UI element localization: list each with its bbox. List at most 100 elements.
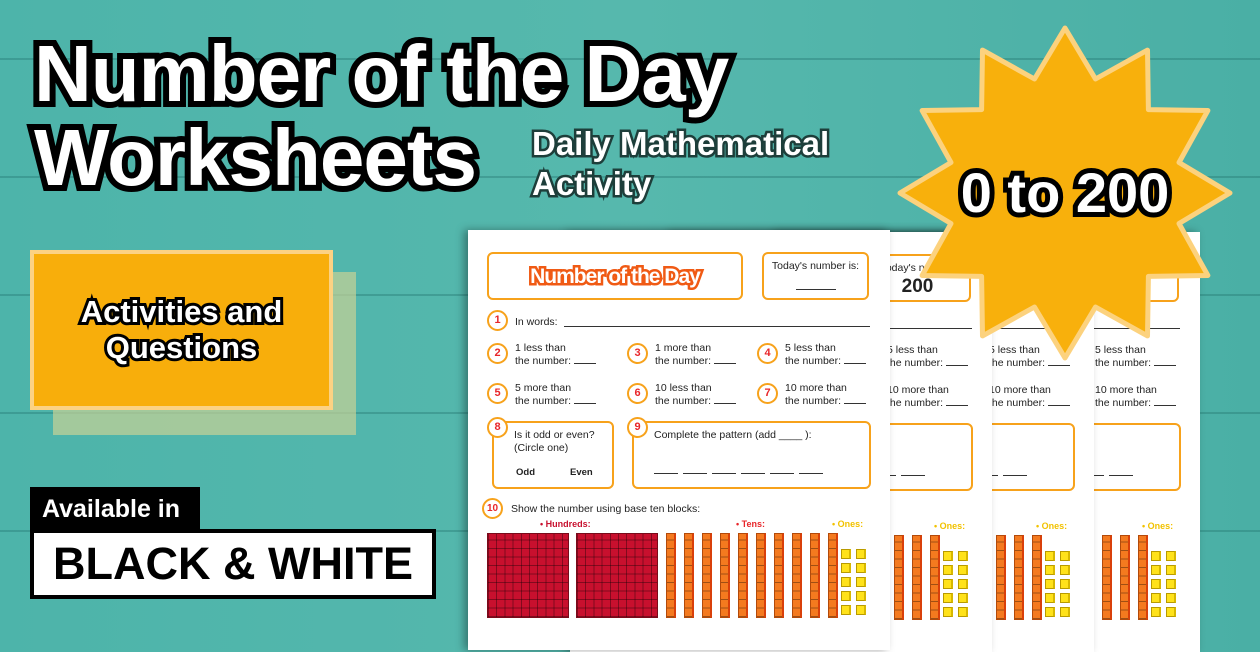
banner-subtitle: Daily Mathematical Activity	[530, 123, 832, 205]
tens-rod	[774, 533, 784, 618]
ones-cube	[856, 549, 866, 559]
tens-rod	[1102, 535, 1112, 620]
q7-line1: 10 more than	[887, 384, 949, 396]
q2-line1: 1 less than	[515, 342, 566, 354]
q6-line1: 10 less than	[655, 382, 712, 394]
ones-label: • Ones:	[1142, 521, 1174, 531]
todays-number-value: 200	[901, 276, 934, 297]
q4-line1: 5 less than	[887, 344, 938, 356]
q8-line2: (Circle one)	[514, 442, 569, 454]
ones-cube	[958, 565, 968, 575]
q8-box: Is it odd or even? (Circle one) Odd Even	[492, 421, 614, 489]
ones-cube	[856, 563, 866, 573]
q7-line2: the number:	[1095, 397, 1176, 410]
q9-box: Complete the pattern (add ____ ):	[632, 421, 871, 489]
question-number-5: 5	[487, 383, 508, 404]
ones-cube	[1166, 551, 1176, 561]
tens-rod	[684, 533, 694, 618]
q6-line2: the number:	[655, 395, 736, 408]
q4-line2: the number:	[785, 355, 866, 368]
ones-cube	[958, 607, 968, 617]
ones-cube	[1045, 565, 1055, 575]
tens-rod	[912, 535, 922, 620]
hundreds-block	[576, 533, 658, 618]
pattern-answer-lines[interactable]	[654, 473, 826, 474]
star-shape	[897, 25, 1233, 361]
ones-cube	[1045, 593, 1055, 603]
tens-rod	[1138, 535, 1148, 620]
q3-line1: 1 more than	[655, 342, 712, 354]
ones-cube	[1060, 551, 1070, 561]
tens-rod	[828, 533, 838, 618]
ones-cube	[1060, 607, 1070, 617]
odd-option[interactable]: Odd	[516, 467, 535, 478]
tens-rod	[1120, 535, 1130, 620]
ones-cube	[958, 593, 968, 603]
tens-rod	[738, 533, 748, 618]
q7-line2: the number:	[887, 397, 968, 410]
ones-cube	[856, 605, 866, 615]
activities-label: Activities and Questions	[78, 291, 286, 368]
question-number-7: 7	[757, 383, 778, 404]
question-number-6: 6	[627, 383, 648, 404]
ones-label: • Ones:	[1036, 521, 1068, 531]
ones-cube	[1151, 565, 1161, 575]
ones-cube	[1151, 607, 1161, 617]
hundreds-label: • Hundreds:	[540, 519, 591, 529]
q10-text: Show the number using base ten blocks:	[511, 503, 701, 515]
q4-line1: 5 less than	[989, 344, 1040, 356]
q7-line1: 10 more than	[785, 382, 847, 394]
q7-line1: 10 more than	[989, 384, 1051, 396]
ones-cube	[856, 577, 866, 587]
ones-cube	[1151, 593, 1161, 603]
star-badge	[897, 25, 1233, 361]
question-number-1: 1	[487, 310, 508, 331]
ones-cube	[1166, 565, 1176, 575]
q1-answer-line[interactable]	[564, 326, 870, 327]
ones-label: • Ones:	[934, 521, 966, 531]
todays-number-label: Today's number is:	[771, 260, 860, 272]
q5-line1: 5 more than	[515, 382, 572, 394]
q7-line2: the number:	[785, 395, 866, 408]
tens-rod	[666, 533, 676, 618]
tens-rod	[792, 533, 802, 618]
question-number-4: 4	[757, 343, 778, 364]
q1-text: In words:	[515, 316, 558, 328]
ones-cube	[943, 593, 953, 603]
q9-text: Complete the pattern (add ____ ):	[654, 429, 812, 441]
question-number-8: 8	[487, 417, 508, 438]
number-range-label: 0 to 200	[956, 156, 1175, 229]
tens-rod	[1014, 535, 1024, 620]
even-option[interactable]: Even	[570, 467, 593, 478]
available-in-label: Available in	[30, 487, 200, 531]
ones-cube	[943, 565, 953, 575]
q4-line2: the number:	[1095, 357, 1176, 370]
tens-rod	[810, 533, 820, 618]
ones-cube	[943, 551, 953, 561]
tens-rod	[1032, 535, 1042, 620]
q4-line1: 5 less than	[1095, 344, 1146, 356]
ones-cube	[943, 579, 953, 589]
hundreds-block	[487, 533, 569, 618]
tens-rod	[756, 533, 766, 618]
ones-label: • Ones:	[832, 519, 864, 529]
activities-box: Activities and Questions	[30, 250, 333, 410]
banner-title-line1: Number of the Day	[28, 28, 735, 120]
tens-rod	[996, 535, 1006, 620]
todays-number-box: Today's number is:	[762, 252, 869, 300]
q7-line2: the number:	[989, 397, 1070, 410]
tens-rod	[894, 535, 904, 620]
worksheet-title-box: Number of the Day	[487, 252, 743, 300]
question-number-10: 10	[482, 498, 503, 519]
tens-rod	[702, 533, 712, 618]
ones-cube	[841, 605, 851, 615]
ones-cube	[841, 549, 851, 559]
worksheet-page-front: Number of the Day Today's number is: 1 I…	[468, 230, 890, 650]
ones-cube	[1166, 579, 1176, 589]
black-and-white-label: BLACK & WHITE	[30, 529, 436, 599]
q7-line1: 10 more than	[1095, 384, 1157, 396]
ones-cube	[1045, 579, 1055, 589]
worksheet-title: Number of the Day	[528, 263, 704, 291]
q3-line2: the number:	[655, 355, 736, 368]
question-number-3: 3	[627, 343, 648, 364]
